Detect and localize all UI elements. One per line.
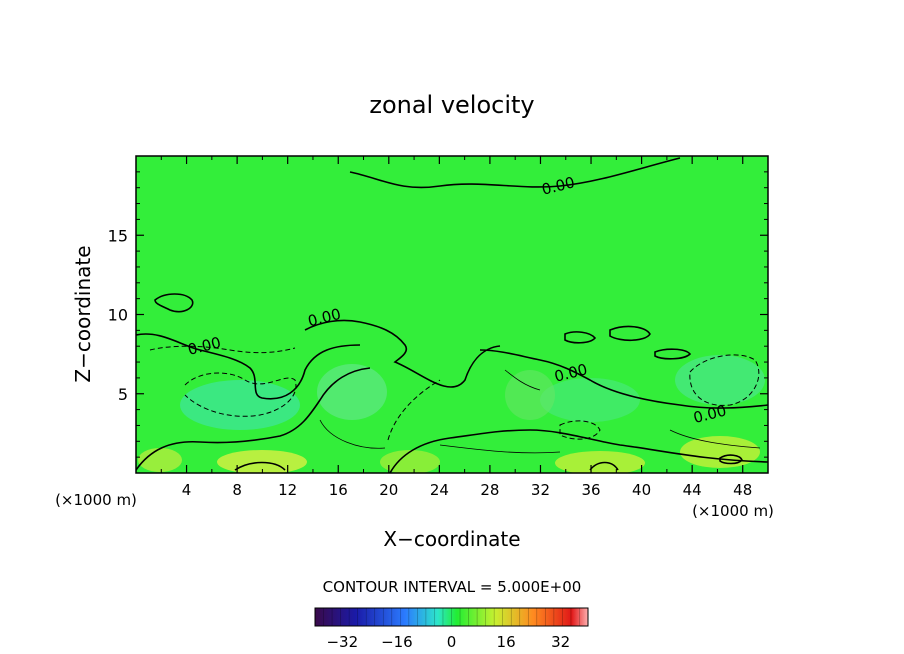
contour-dashed-2 [559,420,601,440]
colorbar-tick-label: −32 [326,633,358,651]
field-blob-yellow-4 [380,450,440,473]
x-tick-label: 44 [683,481,702,499]
contour-zero-top [349,157,681,189]
y-axis-ticks: 5 10 15 [108,171,768,458]
contour-interval-label: CONTOUR INTERVAL = 5.000E+00 [323,578,582,596]
chart-title: zonal velocity [369,91,534,119]
contour-closed-5 [719,454,743,465]
colorbar-tick-label: 32 [551,633,570,651]
field-blob-cyan-2 [180,380,300,430]
contour-closed-2 [564,331,597,344]
contour-thin-1 [319,419,386,449]
colorbar-tick-label: 16 [497,633,516,651]
x-axis-title: X−coordinate [383,527,520,551]
contour-zero-low-right [389,429,768,473]
x-tick-label: 36 [581,481,600,499]
colorbar-tick-label: −16 [381,633,413,651]
contour-closed-1 [154,293,194,313]
field-blob-yellow-2 [555,451,645,473]
field-blob-cyan-5 [505,370,555,420]
contour-zero-low-left [136,367,371,471]
colorbar: −32 −16 0 16 32 [314,607,589,651]
velocity-field: 0.000.000.000.000.00 [136,156,768,473]
y-tick-label: 5 [118,385,128,404]
y-axis-title: Z−coordinate [71,245,95,382]
contour-zero-upper-band [304,319,501,388]
colorbar-gradient [314,607,589,627]
colorbar-stripes [323,608,580,626]
x-tick-label: 28 [480,481,499,499]
x-unit-label-left: (×1000 m) [55,491,137,509]
contour-zero-mid-left [136,333,361,400]
contour-lines [136,157,768,473]
contour-dashed-4 [387,379,441,441]
x-tick-label: 8 [232,481,242,499]
x-tick-label: 24 [430,481,449,499]
y-tick-label: 10 [108,306,128,325]
contour-thin-2 [439,444,561,454]
contour-zero-mid-right [479,349,768,409]
contour-closed-6 [234,461,286,471]
x-axis-ticks: 4 8 12 16 20 24 28 32 36 40 44 48 [160,156,752,499]
x-tick-label: 16 [329,481,348,499]
x-tick-label: 20 [379,481,398,499]
contour-thin-3 [669,429,761,449]
contour-closed-4 [654,348,692,360]
contour-closed-3 [609,325,651,342]
x-tick-label: 32 [531,481,550,499]
contour-dashed-5 [149,345,296,354]
field-blob-yellow-5 [138,448,182,472]
contour-dashed-1 [184,372,297,417]
field-blob-cyan-3 [675,355,765,405]
y-tick-label: 15 [108,226,128,245]
field-blob-cyan-1 [317,364,387,420]
field-blob-yellow-3 [680,436,760,468]
x-tick-label: 4 [182,481,192,499]
x-tick-label: 12 [278,481,297,499]
colorbar-tick-label: 0 [447,633,457,651]
contour-thin-4 [504,369,541,391]
x-tick-label: 40 [632,481,651,499]
x-unit-label-right: (×1000 m) [692,502,774,520]
x-tick-label: 48 [733,481,752,499]
colorbar-ticks: −32 −16 0 16 32 [326,633,570,651]
contour-closed-7 [589,461,619,471]
field-blob-cyan-4 [540,378,640,422]
contour-dashed-3 [689,354,760,406]
